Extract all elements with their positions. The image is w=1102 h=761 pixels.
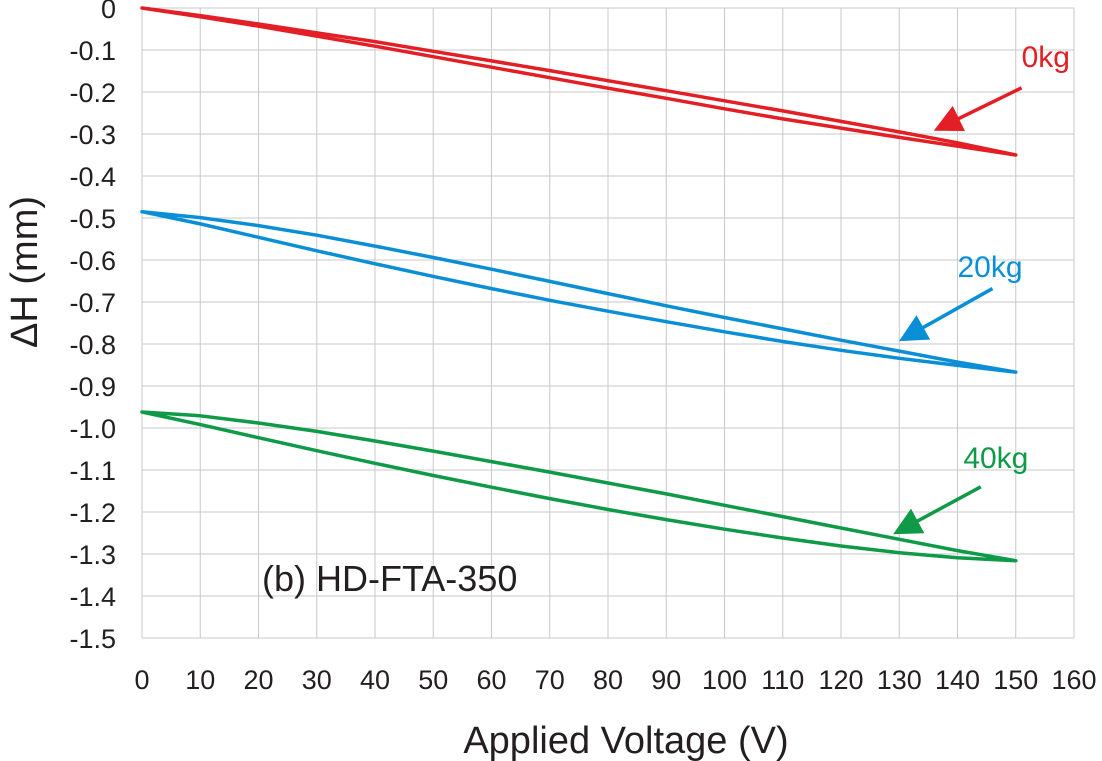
annotations-group: 0kg 20kg 40kg [893,41,1070,535]
x-tick-label: 130 [877,665,922,695]
annotation-label-20kg: 20kg [958,251,1023,284]
y-tick-label: -1.1 [69,456,116,486]
annotation-arrow-20kg [898,287,994,342]
x-axis-title: Applied Voltage (V) [463,720,788,761]
y-tick-label: -1.5 [69,624,116,654]
y-tick-label: -1.0 [69,414,116,444]
y-tick-label: -0.7 [69,288,116,318]
panel-label: (b) HD-FTA-350 [262,558,517,599]
x-tick-label: 50 [418,665,448,695]
x-tick-label: 60 [476,665,506,695]
y-axis-ticks: 0 -0.1 -0.2 -0.3 -0.4 -0.5 -0.6 -0.7 -0.8 -0.9 -1.… [69,0,116,654]
x-tick-label: 10 [185,665,215,695]
y-tick-label: -0.4 [69,162,116,192]
series-line-0kg [140,6,1018,157]
x-axis-ticks: 0 10 20 30 40 50 60 70 80 90 100 110 120 130 140 150 160 [134,665,1096,695]
y-tick-label: -1.2 [69,498,116,528]
annotation-arrow-40kg [893,485,982,535]
x-tick-label: 70 [535,665,565,695]
x-tick-label: 30 [302,665,332,695]
y-tick-label: -0.3 [69,120,116,150]
x-tick-label: 120 [818,665,863,695]
x-tick-label: 140 [935,665,980,695]
x-tick-label: 160 [1051,665,1096,695]
x-tick-label: 0 [134,665,149,695]
y-tick-label: -0.1 [69,36,116,66]
y-tick-label: -1.3 [69,540,116,570]
y-tick-label: -0.5 [69,204,116,234]
x-tick-label: 110 [761,665,804,695]
x-tick-label: 90 [651,665,681,695]
x-tick-label: 150 [993,665,1038,695]
series-line-20kg [140,209,1018,374]
x-tick-label: 20 [243,665,273,695]
series-group [140,6,1018,563]
annotation-arrow-0kg [933,86,1023,132]
y-tick-label: -0.8 [69,330,116,360]
y-tick-label: -1.4 [69,582,116,612]
y-tick-label: 0 [101,0,116,24]
series-line-40kg [140,410,1018,563]
annotation-label-0kg: 0kg [1022,41,1070,74]
y-axis-title: ΔH (mm) [4,196,46,348]
y-tick-label: -0.9 [69,372,116,402]
x-tick-label: 80 [593,665,623,695]
x-tick-label: 40 [360,665,390,695]
y-tick-label: -0.2 [69,78,116,108]
annotation-label-40kg: 40kg [963,442,1028,475]
x-tick-label: 100 [702,665,747,695]
y-tick-label: -0.6 [69,246,116,276]
